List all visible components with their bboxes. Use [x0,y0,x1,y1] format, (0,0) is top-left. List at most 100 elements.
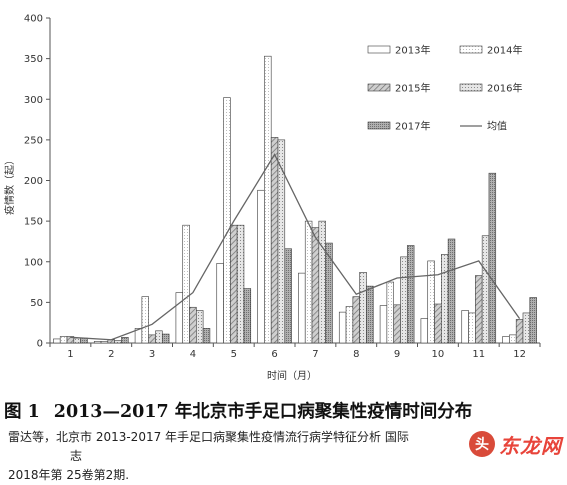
bar-2017年-2 [121,337,129,344]
bar-2017年-6 [284,248,292,344]
bar-2015年-7 [311,227,320,344]
x-tick-label: 6 [271,349,277,360]
legend: 2013年 2014年 2015年 2016年 2017年 均值 [367,44,522,133]
legend-swatch [459,45,483,54]
mean-line [70,153,521,341]
x-tick-label: 4 [190,349,196,360]
bar-2014年-7 [304,220,313,344]
bar-2015年-9 [393,304,401,344]
bar-2014年-6 [264,55,272,344]
bar-2013年-11 [461,310,469,344]
x-tick-label: 2 [108,349,114,360]
bar-2016年-10 [441,254,449,344]
figure-number: 图 1 [4,402,40,422]
bar-2015年-6 [270,137,279,344]
y-tick-label: 350 [24,54,43,65]
bar-2014年-11 [468,312,476,344]
bar-2014年-8 [345,306,354,344]
bar-2013年-2 [93,341,102,344]
bar-2013年-9 [379,305,388,344]
bar-2014年-2 [100,341,109,344]
x-tick-label: 11 [472,349,485,360]
bar-2015年-5 [230,224,238,344]
bar-2013年-12 [502,336,510,344]
bar-2017年-10 [447,238,456,344]
bar-2015年-8 [352,296,360,344]
mean-line-path [70,153,521,341]
x-tick-label: 7 [312,349,318,360]
x-axis-label: 时间（月） [267,369,317,382]
legend-label: 2017年 [395,120,430,133]
legend-swatch [367,45,391,54]
y-axis-label: 疫情数（起） [3,155,16,215]
bar-2015年-10 [434,303,442,344]
bar-2013年-5 [216,263,224,344]
bar-2013年-7 [298,272,306,344]
bar-2014年-4 [182,224,190,344]
x-tick-label: 12 [513,349,526,360]
bar-2015年-3 [148,334,156,344]
bar-2014年-3 [141,296,149,344]
bar-2015年-12 [515,319,524,344]
legend-label: 均值 [487,120,507,133]
watermark-text: 东龙网 [499,433,562,458]
bar-2015年-4 [189,306,197,344]
y-tick-label: 250 [24,135,43,146]
bar-2016年-9 [400,256,408,344]
legend-swatch [367,121,391,130]
bar-2016年-2 [114,340,122,344]
y-tick-label: 100 [24,257,43,268]
bar-2014年-9 [386,281,394,344]
bars [53,55,537,344]
y-tick-label: 50 [30,298,43,309]
x-tick-label: 3 [149,349,155,360]
legend-label: 2016年 [487,82,522,95]
bar-2016年-6 [277,139,286,344]
bar-2017年-5 [243,288,252,344]
x-tick-label: 10 [432,349,445,360]
bar-2013年-6 [257,189,265,344]
bar-2014年-10 [427,260,435,344]
x-tick-label: 8 [353,349,359,360]
y-tick-label: 300 [24,95,43,106]
legend-label: 2013年 [395,44,430,57]
citation-line-1: 雷达等，北京市 2013-2017 年手足口病聚集性疫情流行病学特征分析 国际志 [8,430,409,463]
bar-2013年-8 [338,311,347,344]
bar-2016年-5 [236,224,245,344]
bar-2015年-11 [475,275,483,344]
y-tick-label: 0 [37,339,43,350]
watermark-logo-icon: 头 [469,431,495,457]
legend-swatch [459,83,483,92]
legend-label: 2014年 [487,44,522,57]
bar-2014年-5 [223,97,231,344]
bar-2017年-7 [325,242,333,344]
figure-title: 2013—2017 年北京市手足口病聚集性疫情时间分布 [53,402,473,422]
x-tick-label: 5 [231,349,237,360]
bar-2014年-12 [509,334,517,344]
source-citation: 雷达等，北京市 2013-2017 年手足口病聚集性疫情流行病学特征分析 国际志… [8,428,478,485]
bar-2017年-12 [529,297,537,344]
bar-2016年-11 [481,235,490,344]
legend-label: 2015年 [395,82,430,95]
bar-2017年-8 [366,285,374,344]
y-tick-label: 150 [24,217,43,228]
bar-2017年-4 [202,328,211,344]
bar-2016年-4 [196,310,204,344]
bar-2017年-11 [488,172,497,344]
bar-2016年-8 [359,272,367,344]
figure-caption: 图 1 2013—2017 年北京市手足口病聚集性疫情时间分布 [4,398,564,423]
bar-2014年-1 [59,336,68,344]
bar-2016年-7 [318,220,326,344]
bar-2013年-4 [175,292,184,344]
bar-2013年-10 [420,318,429,344]
bar-2016年-3 [155,330,163,344]
site-watermark: 头 东龙网 [458,424,562,464]
y-tick-label: 400 [24,14,43,25]
y-tick-label: 200 [24,176,43,187]
bar-2017年-9 [406,245,415,344]
bar-2016年-1 [73,337,81,344]
bar-2017年-3 [161,333,170,344]
x-tick-label: 9 [394,349,400,360]
